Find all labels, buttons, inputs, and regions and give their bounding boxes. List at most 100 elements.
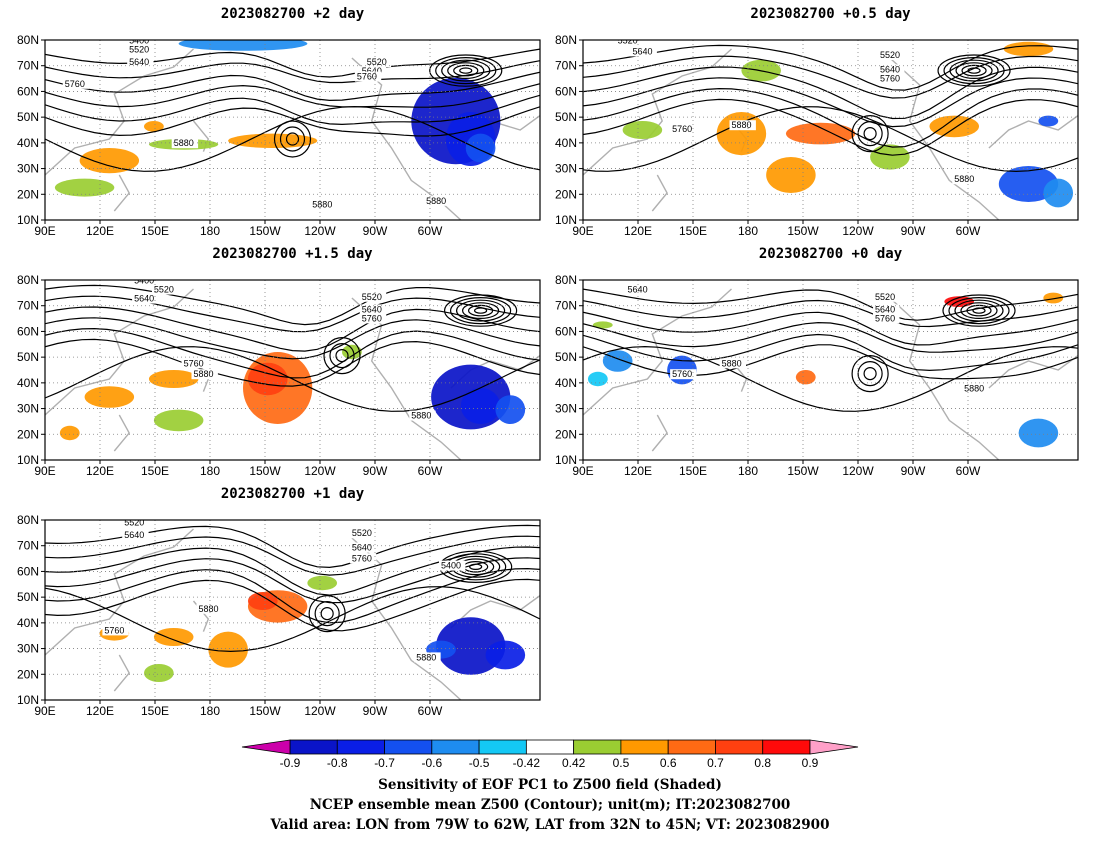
sensitivity-shading xyxy=(148,370,199,388)
coastline xyxy=(889,297,1000,460)
contour-label-bg xyxy=(873,291,900,302)
colorbar-segment xyxy=(336,739,385,755)
x-tick-label: 60W xyxy=(418,224,443,238)
contour-label-bg xyxy=(122,520,149,528)
sensitivity-shading xyxy=(870,144,910,170)
colorbar-tick-label: -0.9 xyxy=(280,756,301,770)
panel-frame xyxy=(582,39,1079,221)
contour-label-bg xyxy=(310,199,337,210)
x-tick-label: 60W xyxy=(418,704,443,718)
x-tick-label: 60W xyxy=(956,224,981,238)
closed-high-contour xyxy=(320,606,334,621)
z500-contour xyxy=(583,87,1078,148)
sensitivity-shading xyxy=(54,178,115,197)
panel-title: 2023082700 +1 day xyxy=(220,486,365,502)
colorbar-extend-high xyxy=(809,739,859,755)
sensitivity-shading xyxy=(79,148,140,174)
x-tick-label: 90W xyxy=(901,224,926,238)
y-tick-label: 20N xyxy=(17,427,39,441)
x-tick-label: 120W xyxy=(304,464,336,478)
y-tick-label: 30N xyxy=(17,642,39,656)
z500-contour xyxy=(45,94,540,126)
sensitivity-shading xyxy=(247,592,278,610)
z500-contour xyxy=(583,66,1078,120)
contour-label-bg xyxy=(171,138,199,149)
contour-label: 5760 xyxy=(672,124,692,134)
sensitivity-shading xyxy=(1043,178,1074,208)
contour-label: 5880 xyxy=(416,652,436,662)
contour-label: 5880 xyxy=(722,358,742,368)
coastline xyxy=(113,654,131,692)
x-tick-label: 120E xyxy=(624,224,652,238)
x-tick-label: 90W xyxy=(363,464,388,478)
contour-label: 5400 xyxy=(441,561,461,571)
x-tick-label: 90E xyxy=(572,224,593,238)
closed-high-contour xyxy=(863,367,877,381)
sensitivity-shading xyxy=(144,664,174,682)
closed-low-contour xyxy=(949,59,999,82)
x-tick-label: 90E xyxy=(572,464,593,478)
contour-label: 5880 xyxy=(174,138,194,148)
contour-label-bg xyxy=(349,553,377,564)
contour-label: 5520 xyxy=(154,285,174,295)
x-tick-label: 150W xyxy=(787,464,819,478)
closed-low-contour xyxy=(435,56,497,85)
y-tick-label: 70N xyxy=(555,299,577,313)
y-tick-label: 80N xyxy=(555,33,577,47)
y-tick-label: 40N xyxy=(17,376,39,390)
z500-contour xyxy=(45,346,540,412)
contour-label: 5760 xyxy=(672,369,692,379)
y-tick-label: 10N xyxy=(17,453,39,467)
contour-label: 5520 xyxy=(367,57,387,67)
closed-high-contour xyxy=(329,343,355,369)
contour-label-bg xyxy=(873,304,900,315)
coastline xyxy=(113,174,131,212)
contour-label: 5640 xyxy=(134,294,154,304)
panel-title: 2023082700 +0.5 day xyxy=(750,6,911,22)
sensitivity-shading xyxy=(178,40,308,51)
closed-high-contour xyxy=(314,600,340,627)
colorbar-tick-label: -0.8 xyxy=(327,756,348,770)
x-tick-label: 150E xyxy=(141,224,169,238)
closed-low-contour xyxy=(960,302,998,320)
y-tick-label: 10N xyxy=(17,213,39,227)
contour-label-bg xyxy=(878,73,905,84)
sensitivity-shading xyxy=(1003,41,1054,57)
z500-contour xyxy=(45,535,540,576)
coastline xyxy=(988,115,1078,149)
y-tick-label: 10N xyxy=(555,453,577,467)
z500-contour xyxy=(45,83,540,108)
contour-label: 5760 xyxy=(357,72,377,82)
contour-label-bg xyxy=(62,78,90,89)
y-tick-label: 60N xyxy=(17,564,39,578)
contour-label: 5880 xyxy=(411,411,431,421)
x-tick-label: 90W xyxy=(901,464,926,478)
x-tick-label: 120E xyxy=(624,464,652,478)
sensitivity-shading xyxy=(766,157,816,193)
x-tick-label: 90W xyxy=(363,224,388,238)
contour-label-bg xyxy=(127,57,154,68)
z500-contour xyxy=(583,77,1078,128)
closed-high-contour xyxy=(285,132,300,146)
y-tick-label: 50N xyxy=(555,110,577,124)
contour-label-bg xyxy=(359,304,387,315)
z500-contour xyxy=(45,524,540,569)
y-tick-label: 20N xyxy=(555,427,577,441)
sensitivity-shading xyxy=(1043,292,1064,304)
closed-low-contour xyxy=(972,307,986,314)
contour-label-bg xyxy=(878,50,905,60)
x-tick-label: 150W xyxy=(787,224,819,238)
contour-label: 5640 xyxy=(352,543,372,553)
panel-frame xyxy=(44,279,541,461)
y-tick-label: 50N xyxy=(17,350,39,364)
closed-low-contour xyxy=(948,297,1010,325)
y-tick-label: 60N xyxy=(17,324,39,338)
contour-label: 5400 xyxy=(129,36,149,46)
colorbar-tick-label: -0.5 xyxy=(469,756,490,770)
y-tick-label: 80N xyxy=(17,33,39,47)
contour-label-bg xyxy=(615,40,643,46)
sensitivity-shading xyxy=(59,425,80,441)
